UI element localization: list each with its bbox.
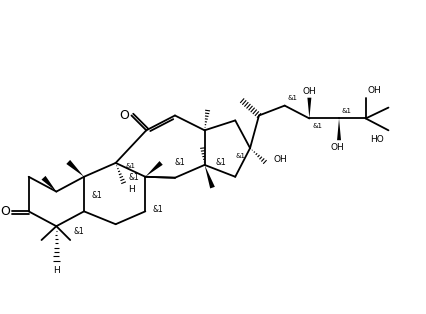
- Polygon shape: [41, 176, 56, 192]
- Text: H: H: [128, 185, 135, 194]
- Text: &1: &1: [91, 191, 102, 200]
- Polygon shape: [307, 98, 311, 118]
- Text: OH: OH: [329, 143, 343, 152]
- Text: O: O: [0, 205, 10, 218]
- Polygon shape: [145, 161, 162, 177]
- Text: &1: &1: [74, 227, 84, 236]
- Polygon shape: [66, 160, 84, 177]
- Text: O: O: [119, 109, 129, 122]
- Text: H: H: [53, 266, 60, 275]
- Text: &1: &1: [215, 159, 225, 167]
- Text: &1: &1: [311, 123, 322, 129]
- Polygon shape: [336, 118, 340, 140]
- Text: &1: &1: [125, 163, 135, 169]
- Text: &1: &1: [235, 153, 245, 159]
- Text: OH: OH: [273, 155, 287, 165]
- Text: OH: OH: [302, 87, 316, 96]
- Text: &1: &1: [174, 159, 185, 167]
- Text: &1: &1: [153, 205, 163, 214]
- Text: &1: &1: [341, 108, 351, 114]
- Text: &1: &1: [287, 95, 297, 101]
- Polygon shape: [204, 165, 214, 188]
- Text: OH: OH: [367, 86, 380, 95]
- Text: &1: &1: [128, 173, 138, 182]
- Text: HO: HO: [369, 135, 383, 144]
